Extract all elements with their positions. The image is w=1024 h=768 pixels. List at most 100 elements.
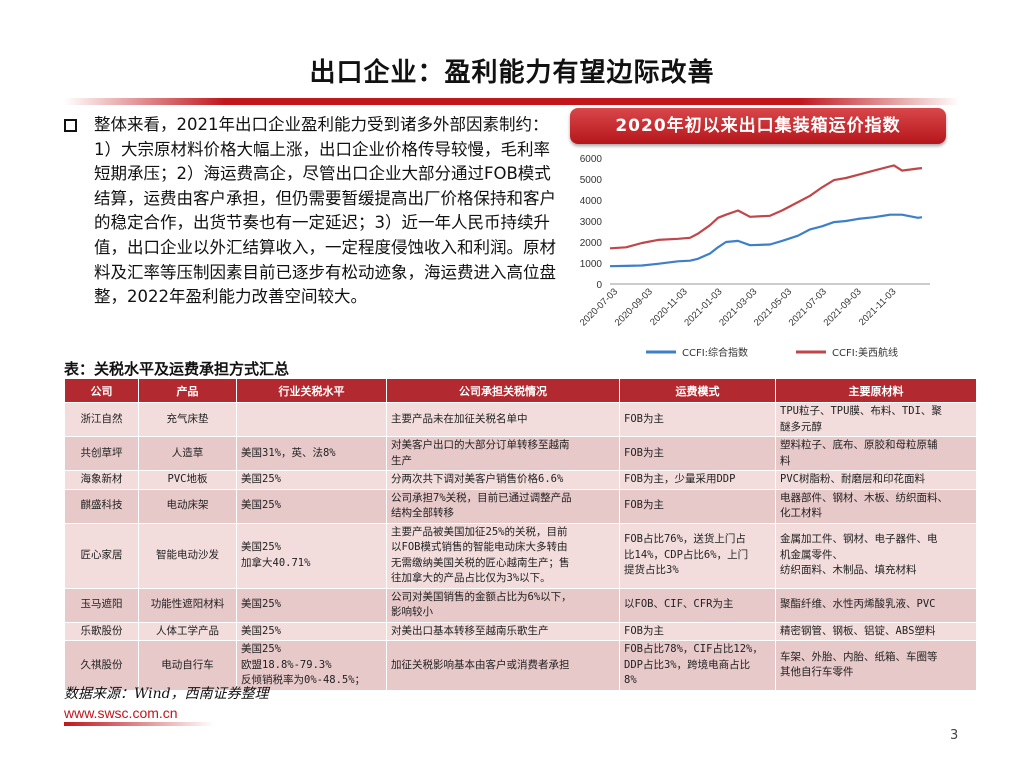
cell-burden: 主要产品被美国加征25%的关税，目前 以FOB模式销售的智能电动床大多转由 无需缴纳…: [386, 522, 620, 589]
cell-freight-line: FOB占比76%，送货上门占: [624, 533, 746, 546]
cell-freight-line: 8%: [624, 674, 637, 686]
cell-materials-line: PVC树脂粉、耐磨层和印花面料: [780, 473, 925, 485]
cell-burden-line: 往加拿大的产品占比仅为3%以下。: [391, 572, 551, 584]
header-burden: 公司承担关税情况: [386, 378, 620, 403]
cell-burden: 公司对美国销售的金额占比为6%以下， 影响较小: [386, 587, 620, 623]
table-row: 玉马遮阳 功能性遮阳材料 美国25% 公司对美国销售的金额占比为6%以下， 影响较小 以F…: [64, 587, 977, 623]
table-row: 浙江自然 充气床垫 主要产品未在加征关税名单中 FOB为主 TPU粒子、TPU膜、布料、…: [64, 402, 977, 437]
chart-title: 2020年初以来出口集装箱运价指数: [570, 108, 946, 144]
cell-burden-line: 对美出口基本转移至越南乐歌生产: [391, 624, 549, 637]
cell-materials-line: 塑料粒子、底布、原胶和母粒原辅: [780, 439, 938, 451]
cell-materials: 金属加工件、钢材、电子器件、电 机金属零件、 纺织面料、木制品、填充材料: [775, 522, 977, 589]
cell-product: 电动床架: [138, 488, 237, 524]
cell-product: PVC地板: [138, 470, 237, 490]
cell-freight-line: FOB为主: [624, 624, 664, 637]
cell-materials-line: 精密钢管、钢板、铝锭、ABS塑料: [780, 624, 936, 637]
cell-product: 功能性遮阳材料: [138, 587, 237, 623]
cell-materials-line: 聚酯纤维、水性丙烯酸乳液、PVC: [780, 598, 936, 611]
cell-burden-line: 以FOB模式销售的智能电动床大多转由: [391, 541, 568, 553]
cell-tariff: 美国25% 欧盟18.8%-79.3% 反倾销税率为0%-48.5%；: [236, 640, 387, 691]
cell-freight-line: FOB为主: [624, 446, 664, 459]
cell-freight: FOB为主，少量采用DDP: [619, 470, 776, 490]
tariff-summary-table: 公司 产品 行业关税水平 公司承担关税情况 运费模式 主要原材料 浙江自然 充气床…: [64, 378, 977, 691]
cell-freight: FOB占比76%，送货上门占 比14%，CDP占比6%，上门 提货占比3%: [619, 522, 776, 589]
cell-materials: PVC树脂粉、耐磨层和印花面料: [775, 470, 977, 490]
cell-company: 海象新材: [64, 470, 139, 490]
cell-freight: FOB占比78%，CIF占比12%， DDP占比3%，跨境电商占比 8%: [619, 640, 776, 691]
cell-freight-line: FOB占比78%，CIF占比12%，: [624, 643, 763, 655]
table-row: 麒盛科技 电动床架 美国25% 公司承担7%关税，目前已通过调整产品 结构全部转移 FOB…: [64, 488, 977, 524]
cell-burden: 对美出口基本转移至越南乐歌生产: [386, 621, 620, 641]
cell-company: 麒盛科技: [64, 488, 139, 524]
cell-tariff: 美国31%，英、法8%: [236, 436, 387, 471]
cell-tariff-line: 欧盟18.8%-79.3%: [241, 658, 332, 671]
cell-company: 匠心家居: [64, 522, 139, 589]
cell-materials: 塑料粒子、底布、原胶和母粒原辅料: [775, 436, 977, 471]
cell-company: 共创草坪: [64, 436, 139, 471]
header-freight: 运费模式: [619, 378, 776, 403]
cell-product: 充气床垫: [138, 402, 237, 437]
cell-company: 久祺股份: [64, 640, 139, 691]
cell-tariff: 美国25%: [236, 621, 387, 641]
series-line-2: [609, 164, 923, 250]
cell-materials-line: 电器部件、钢材、木板、纺织面料、: [780, 491, 948, 504]
cell-materials-line: 醚多元醇: [780, 420, 822, 433]
data-source: 数据来源：Wind，西南证券整理: [64, 686, 269, 702]
cell-freight-line: 以FOB、CIF、CFR为主: [624, 598, 734, 611]
cell-tariff-line: 美国31%，英、法8%: [241, 446, 336, 459]
cell-burden-line: 公司承担7%关税，目前已通过调整产品: [391, 491, 572, 504]
table-row: 匠心家居 智能电动沙发 美国25% 加拿大40.71% 主要产品被美国加征25%的关税，…: [64, 522, 977, 589]
cell-freight: FOB为主: [619, 436, 776, 471]
cell-burden-line: 影响较小: [391, 606, 433, 618]
summary-bullet: 整体来看，2021年出口企业盈利能力受到诸多外部因素制约：1）大宗原材料价格大幅…: [64, 113, 559, 310]
cell-materials-line: 其他自行车零件: [780, 666, 854, 679]
cell-tariff: 美国25%: [236, 470, 387, 490]
cell-materials: 电器部件、钢材、木板、纺织面料、 化工材料: [775, 488, 977, 524]
cell-materials: TPU粒子、TPU膜、布料、TDI、聚 醚多元醇: [775, 402, 977, 437]
legend-label-2: CCFI:美西航线: [832, 346, 898, 359]
cell-tariff-line: 美国25%: [241, 473, 281, 485]
footer-underline: [64, 722, 214, 726]
cell-burden-line: 加征关税影响基本由客户或消费者承担: [391, 658, 570, 671]
cell-freight: FOB为主: [619, 488, 776, 524]
page-title: 出口企业：盈利能力有望边际改善: [309, 58, 715, 88]
cell-freight: FOB为主: [619, 621, 776, 641]
cell-burden-line: 主要产品被美国加征25%的关税，目前: [391, 525, 568, 538]
header-product: 产品: [138, 378, 237, 403]
freight-index-chart: 01000200030004000500060002020-07-032020-…: [578, 154, 930, 359]
cell-freight: FOB为主: [619, 402, 776, 437]
cell-burden: 分两次共下调对美客户销售价格6.6%: [386, 470, 620, 490]
cell-burden-line: 无需缴纳美国关税的匠心越南生产；售: [391, 556, 570, 569]
cell-freight-line: FOB为主: [624, 412, 664, 425]
cell-tariff: 美国25%: [236, 488, 387, 524]
cell-tariff-line: 加拿大40.71%: [241, 556, 311, 569]
cell-burden-line: 公司对美国销售的金额占比为6%以下，: [391, 590, 572, 603]
title-underline: [64, 98, 960, 105]
website-link[interactable]: www.swsc.com.cn: [64, 705, 178, 721]
series-line-1: [609, 213, 923, 268]
cell-tariff: 美国25% 加拿大40.71%: [236, 522, 387, 589]
y-tick-label: 6000: [580, 154, 603, 165]
table-row: 乐歌股份 人体工学产品 美国25% 对美出口基本转移至越南乐歌生产 FOB为主 精密钢管、…: [64, 621, 977, 641]
legend-label-1: CCFI:综合指数: [682, 346, 748, 359]
cell-materials: 车架、外胎、内胎、纸箱、车圈等 其他自行车零件: [775, 640, 977, 691]
y-tick-label: 3000: [580, 217, 603, 228]
cell-tariff-line: 反倾销税率为0%-48.5%；: [241, 674, 366, 686]
x-tick-label: 2020-09-03: [613, 286, 655, 328]
cell-product: 智能电动沙发: [138, 522, 237, 589]
cell-tariff-line: 美国25%: [241, 598, 281, 611]
cell-tariff: 美国25%: [236, 587, 387, 623]
header-company: 公司: [64, 378, 139, 403]
cell-materials-line: 化工材料: [780, 507, 822, 519]
cell-materials-line: 机金属零件、: [780, 548, 843, 561]
cell-freight-line: FOB为主: [624, 499, 664, 512]
page-number: 3: [950, 728, 959, 743]
cell-company: 玉马遮阳: [64, 587, 139, 623]
y-tick-label: 0: [596, 280, 602, 291]
table-row: 海象新材 PVC地板 美国25% 分两次共下调对美客户销售价格6.6% FOB为主，少量…: [64, 470, 977, 490]
y-tick-label: 4000: [580, 196, 603, 207]
cell-tariff: [236, 402, 387, 437]
bullet-text: 整体来看，2021年出口企业盈利能力受到诸多外部因素制约：1）大宗原材料价格大幅…: [94, 115, 556, 307]
header-tariff: 行业关税水平: [236, 378, 387, 403]
cell-materials-line: 金属加工件、钢材、电子器件、电: [780, 533, 938, 546]
